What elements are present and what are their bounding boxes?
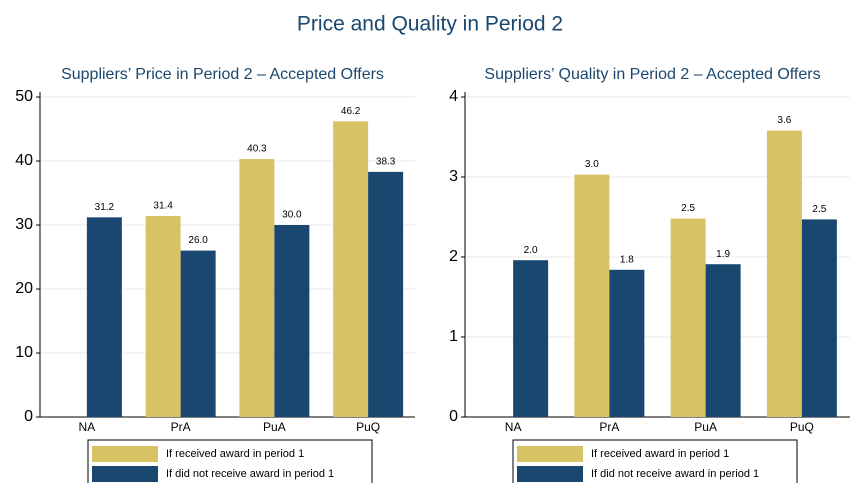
- value-label: 31.2: [95, 202, 115, 213]
- legend-label: If did not receive award in period 1: [591, 468, 759, 480]
- bar: [670, 218, 706, 417]
- bar: [180, 250, 216, 417]
- x-tick-label: NA: [505, 420, 522, 434]
- value-label: 1.9: [716, 249, 730, 260]
- value-label: 1.8: [620, 254, 634, 265]
- bar: [274, 225, 310, 417]
- y-tick-label: 4: [449, 88, 458, 105]
- value-label: 40.3: [247, 144, 267, 155]
- x-tick-label: PrA: [599, 420, 619, 434]
- bar: [513, 260, 549, 417]
- legend-swatch: [517, 446, 583, 462]
- y-tick-label: 2: [449, 248, 458, 265]
- x-tick-label: PuQ: [790, 420, 814, 434]
- y-tick-label: 20: [15, 280, 33, 297]
- value-label: 38.3: [376, 157, 396, 168]
- bar: [705, 264, 741, 417]
- y-tick-label: 30: [15, 216, 33, 233]
- value-label: 30.0: [282, 210, 302, 221]
- value-label: 46.2: [341, 106, 361, 117]
- bar: [239, 159, 275, 417]
- y-tick-label: 3: [449, 168, 458, 185]
- x-tick-label: PuA: [694, 420, 717, 434]
- y-tick-label: 0: [24, 408, 33, 425]
- bar: [86, 217, 122, 417]
- bar: [145, 216, 181, 417]
- value-label: 2.5: [681, 203, 695, 214]
- y-tick-label: 0: [449, 408, 458, 425]
- bar: [766, 130, 802, 417]
- legend-swatch: [92, 446, 158, 462]
- bar: [801, 219, 837, 417]
- y-tick-label: 40: [15, 152, 33, 169]
- bar: [368, 171, 404, 417]
- x-tick-label: PrA: [171, 420, 191, 434]
- x-tick-label: PuA: [263, 420, 286, 434]
- chart-title: Suppliers’ Price in Period 2 – Accepted …: [61, 66, 384, 83]
- legend-swatch: [92, 466, 158, 482]
- legend-label: If did not receive award in period 1: [166, 468, 334, 480]
- bar: [609, 269, 645, 417]
- chart-title: Suppliers’ Quality in Period 2 – Accepte…: [484, 66, 820, 83]
- value-label: 31.4: [153, 201, 173, 212]
- x-tick-label: PuQ: [356, 420, 380, 434]
- bar: [333, 121, 369, 417]
- value-label: 3.0: [585, 159, 599, 170]
- value-label: 26.0: [188, 235, 208, 246]
- y-tick-label: 50: [15, 88, 33, 105]
- y-tick-label: 1: [449, 328, 458, 345]
- legend-swatch: [517, 466, 583, 482]
- x-tick-label: NA: [79, 420, 96, 434]
- bar: [574, 174, 610, 417]
- legend-label: If received award in period 1: [591, 448, 729, 460]
- value-label: 3.6: [777, 115, 791, 126]
- figure-title: Price and Quality in Period 2: [297, 13, 563, 36]
- y-tick-label: 10: [15, 344, 33, 361]
- value-label: 2.0: [524, 245, 538, 256]
- value-label: 2.5: [812, 204, 826, 215]
- legend-label: If received award in period 1: [166, 448, 304, 460]
